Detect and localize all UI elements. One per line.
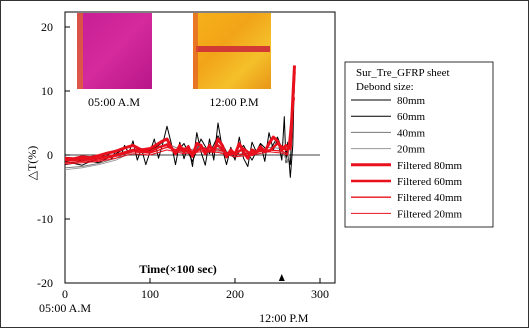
legend-label: Filtered 80mm	[397, 160, 463, 172]
legend-label: 20mm	[397, 144, 426, 156]
x-tick-label: 0	[62, 287, 68, 301]
legend: Sur_Tre_GFRP sheet Debond size: 80mm 60mm…	[344, 61, 494, 228]
time-label-start: 05:00 A.M	[39, 301, 91, 315]
x-tick-label: 100	[141, 287, 159, 301]
x-tick-label: 300	[311, 287, 329, 301]
x-tick-label: 200	[226, 287, 244, 301]
legend-label: 40mm	[397, 127, 426, 139]
series-line-6	[64, 84, 296, 164]
y-axis-label: △T(%)	[25, 146, 39, 181]
x-axis-label: Time(×100 sec)	[139, 262, 217, 276]
legend-title: Sur_Tre_GFRP sheet	[356, 67, 450, 79]
legend-label: Filtered 60mm	[397, 176, 463, 188]
thermal-image-noon	[193, 13, 271, 89]
noon-arrow-marker	[278, 274, 285, 281]
y-tick-label: 10	[41, 84, 53, 98]
y-tick-label: 0	[47, 148, 53, 162]
legend-label: Filtered 20mm	[397, 208, 463, 220]
legend-box	[344, 61, 494, 228]
thermal-image-morning	[77, 13, 152, 89]
series-line-2	[64, 90, 295, 169]
y-tick-label: -20	[37, 276, 53, 290]
y-tick-label: 20	[41, 20, 53, 34]
legend-subtitle: Debond size:	[356, 81, 414, 93]
thermal-caption-morning: 05:00 A.M	[88, 95, 140, 109]
series-line-7	[64, 97, 295, 165]
plot-area	[64, 11, 336, 284]
legend-label: 60mm	[397, 111, 426, 123]
legend-label: Filtered 40mm	[397, 192, 463, 204]
noon-arrow-head	[278, 274, 285, 281]
time-label-noon: 12:00 P.M	[259, 311, 309, 325]
y-tick-label: -10	[37, 212, 53, 226]
legend-label: 80mm	[397, 95, 426, 107]
thermal-caption-noon: 12:00 P.M	[209, 95, 259, 109]
series-group	[64, 65, 296, 178]
legend-items: 80mm 60mm 40mm 20mm Filtered 80mm Filtered 60…	[351, 95, 463, 220]
